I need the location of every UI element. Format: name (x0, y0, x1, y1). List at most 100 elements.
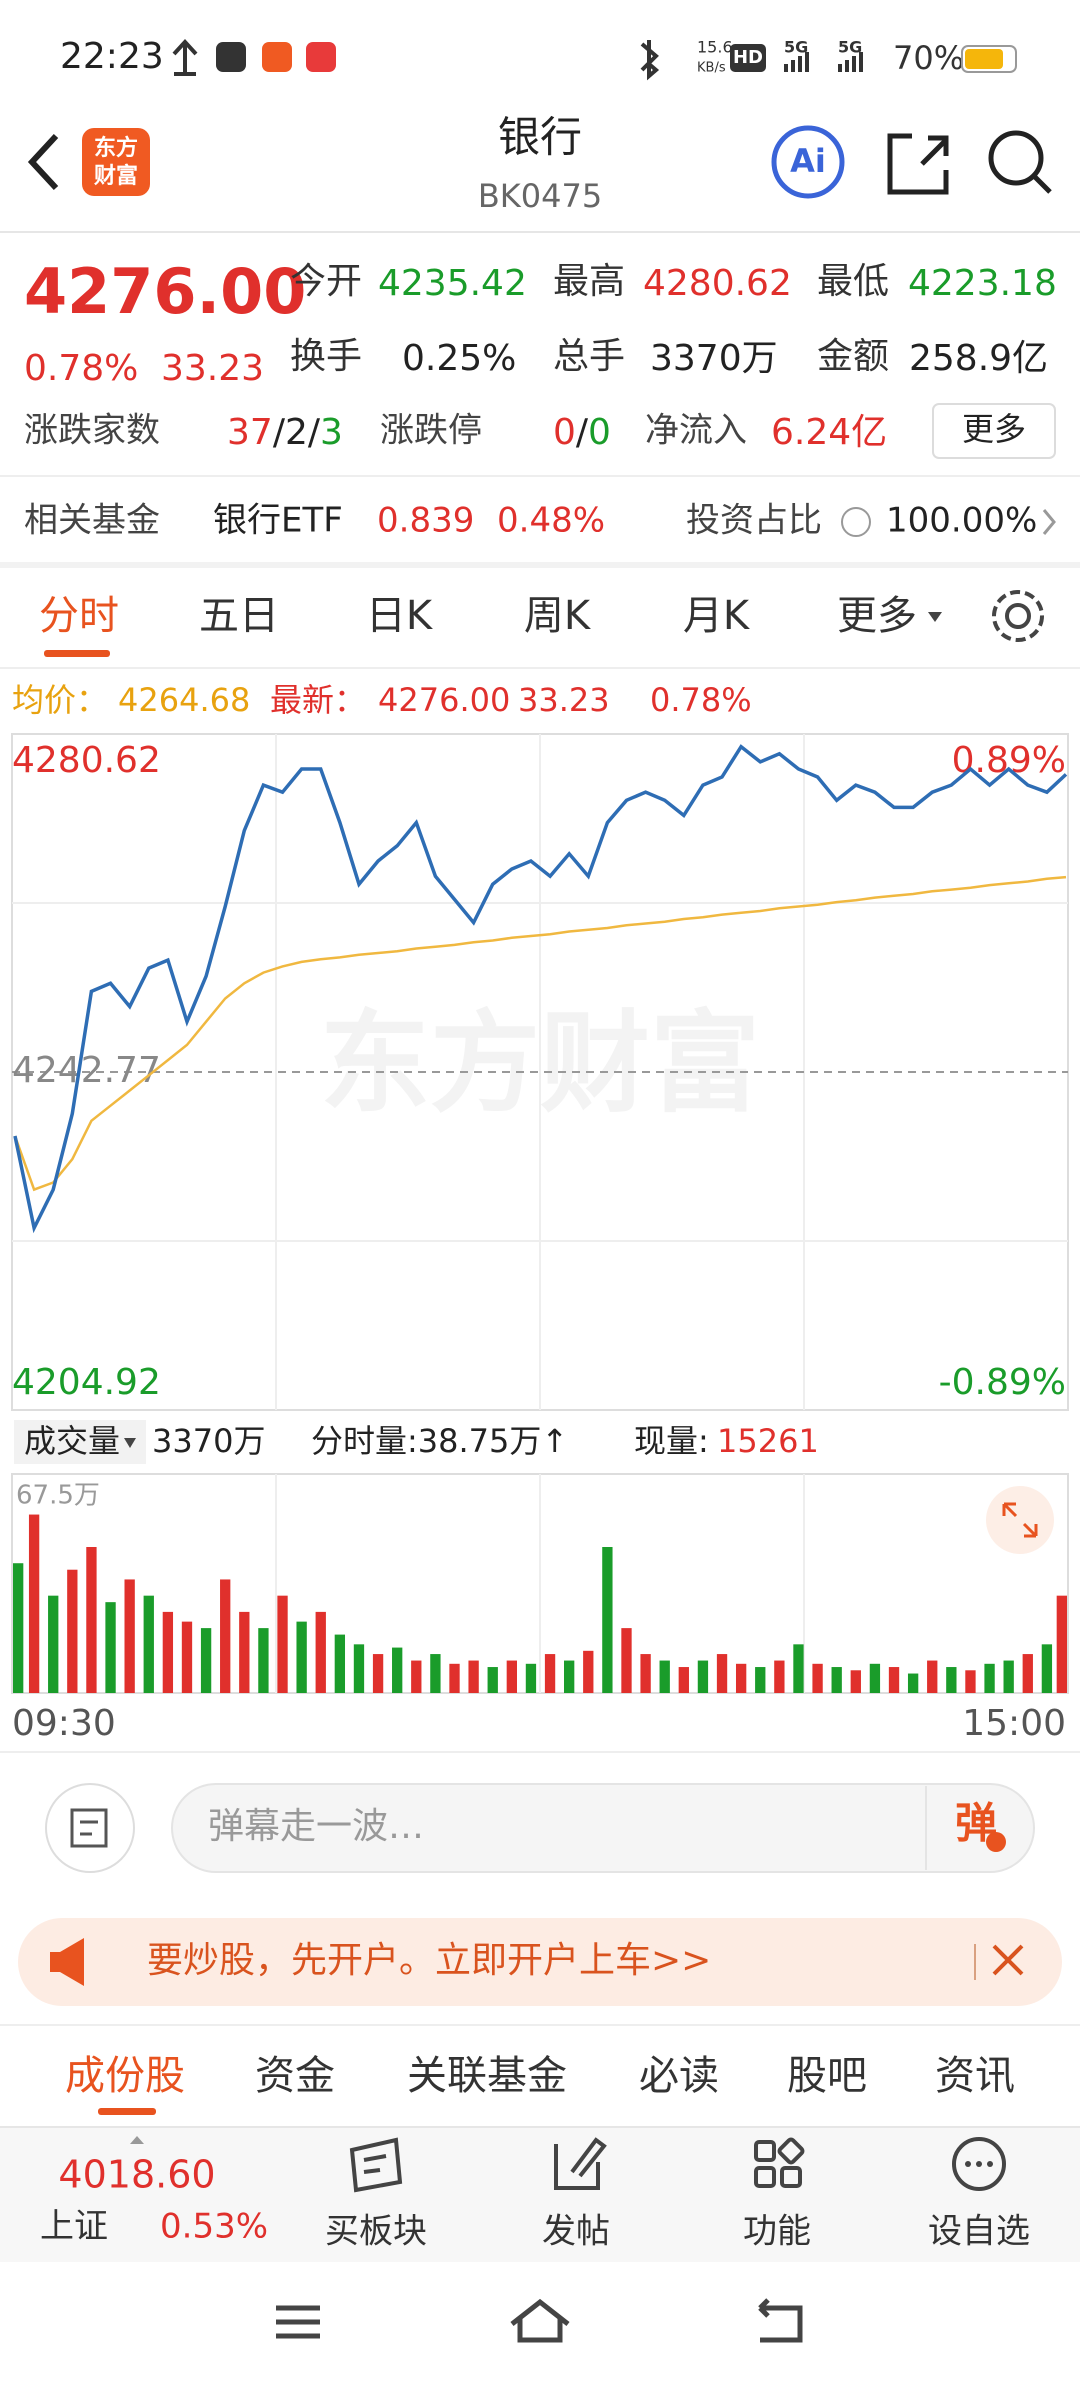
megaphone-icon (50, 1938, 84, 1986)
toolbar-items: 买板块 发帖 功能 设自选 (325, 2212, 1030, 2252)
volume-bar (640, 1654, 651, 1693)
fund-price: 0.839 (377, 501, 474, 541)
signal-label: 5G (784, 38, 808, 57)
signal-bars (838, 52, 863, 72)
volume-bar (334, 1634, 346, 1693)
volume-bar (1003, 1660, 1014, 1693)
volume-bar (984, 1663, 995, 1693)
field-label: 总手 (553, 336, 625, 377)
content-tab[interactable]: 资讯 (935, 2053, 1015, 2099)
period-tab[interactable]: 周K (524, 593, 592, 639)
net-unit: KB/s (697, 61, 726, 76)
share-button[interactable] (887, 133, 949, 195)
toolbar-item[interactable]: 功能 (743, 2212, 811, 2252)
nav-home[interactable] (510, 2298, 570, 2343)
period-tab[interactable]: 五日 (199, 593, 279, 639)
field-value: 0.25% (402, 338, 516, 379)
field-label: 最高 (553, 261, 625, 302)
volume-bar (1056, 1595, 1067, 1693)
volume-bar (888, 1667, 900, 1693)
volume-bar (411, 1660, 422, 1693)
hd-badge (730, 44, 766, 72)
last-price: 4276.00 (24, 255, 306, 328)
period-tab[interactable]: 日K (366, 593, 434, 639)
volume-bar (946, 1667, 957, 1693)
volume-bar (200, 1628, 212, 1693)
y-tick-label: 4280.62 (12, 740, 161, 781)
nav-back[interactable] (758, 2298, 803, 2343)
close-banner[interactable] (992, 1944, 1024, 1976)
expand-button[interactable] (986, 1486, 1054, 1554)
field-value: 4223.18 (908, 263, 1057, 304)
volume-bar (965, 1670, 976, 1693)
content-tab[interactable]: 必读 (639, 2053, 719, 2099)
content-tab[interactable]: 关联基金 (407, 2053, 567, 2099)
volume-bar (181, 1621, 193, 1693)
bottom-toolbar (0, 2127, 1080, 2262)
index-pct: 0.53% (160, 2207, 268, 2247)
danmaku-badge (986, 1832, 1006, 1852)
promo-banner[interactable] (18, 1918, 1062, 2006)
battery-fill (965, 49, 1003, 69)
field-value: 4280.62 (643, 263, 792, 304)
period-tab[interactable]: 月K (683, 593, 751, 639)
volume-bar (86, 1547, 97, 1693)
toolbar-item[interactable]: 设自选 (928, 2212, 1030, 2252)
period-tab[interactable]: 更多 (837, 593, 917, 639)
expand-icon (1002, 1502, 1038, 1538)
up-count: 37 (227, 412, 273, 453)
volume-bar (315, 1611, 326, 1693)
period-tab[interactable]: 分时 (39, 593, 119, 639)
dropdown-arrow (928, 612, 942, 622)
signal-label: 5G (838, 38, 862, 57)
field-value: 4235.42 (378, 263, 527, 304)
settings-button[interactable] (992, 590, 1044, 642)
signal-bars (784, 52, 809, 72)
banner-text: 要炒股，先开户。立即开户上车>> (147, 1940, 711, 1981)
ai-label: Ai (790, 142, 826, 180)
nav-menu[interactable] (276, 2305, 320, 2339)
limit-up: 0 (553, 412, 576, 453)
volume-bar (583, 1650, 594, 1693)
battery-level: 70% (893, 39, 964, 77)
field-label: 金额 (817, 336, 889, 377)
quote-fields: 今开 4235.42 最高 4280.62 最低 4223.18 换手 0.25% 总手 3370… (290, 261, 1057, 379)
volume-bar (258, 1628, 269, 1693)
index-value[interactable]: 4018.60 (58, 2153, 215, 2197)
volume-selector[interactable] (14, 1420, 146, 1464)
ai-button[interactable] (771, 125, 845, 199)
help-icon[interactable] (841, 507, 871, 537)
volume-bar (678, 1667, 689, 1693)
more-button[interactable] (932, 403, 1056, 459)
volume-bar (564, 1660, 575, 1693)
toolbar-item[interactable]: 发帖 (542, 2212, 610, 2252)
content-tab[interactable]: 资金 (255, 2053, 335, 2099)
volume-bar (392, 1647, 403, 1693)
last-pct: 0.78% (650, 681, 752, 719)
volume-bar (28, 1514, 40, 1693)
y2-tick-label: 0.89% (952, 740, 1066, 781)
fund-name[interactable]: 银行ETF (213, 501, 343, 541)
avg-line (13, 875, 1067, 1192)
limit-down: 0 (588, 412, 611, 453)
toolbar-item[interactable]: 买板块 (325, 2212, 427, 2252)
battery-icon (961, 45, 1017, 73)
volume-bar (162, 1611, 174, 1693)
back-button[interactable] (27, 133, 59, 191)
field-label: 今开 (290, 261, 362, 302)
volume-bar (907, 1673, 919, 1693)
content-tab[interactable]: 股吧 (787, 2053, 867, 2099)
nav-bar (276, 2298, 803, 2343)
danmaku-input[interactable] (171, 1783, 1035, 1873)
search-button[interactable] (988, 130, 1052, 194)
volume-bar (353, 1644, 365, 1693)
hd-label: HD (733, 47, 763, 68)
comment-icon[interactable] (45, 1783, 135, 1873)
y-tick-label: 67.5万 (16, 1481, 100, 1511)
volume-bar (1041, 1644, 1053, 1693)
volume-bar (525, 1663, 537, 1693)
content-tab[interactable]: 成份股 (65, 2053, 185, 2099)
share-value: 100.00% (886, 501, 1037, 541)
volume-bar (621, 1628, 632, 1693)
